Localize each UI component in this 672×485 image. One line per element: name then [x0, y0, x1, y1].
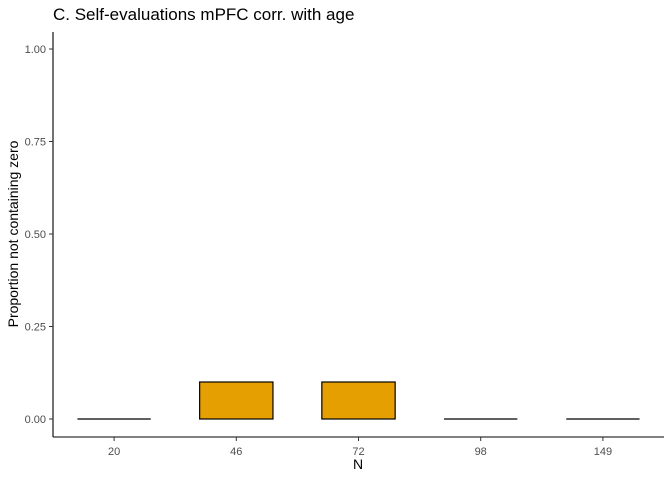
bar-46: [199, 381, 274, 420]
y-ticks: 0.00 0.25 0.50 0.75 1.00: [25, 44, 53, 426]
y-tick-label: 0.25: [25, 322, 46, 334]
x-tick-label: 72: [352, 446, 364, 458]
x-ticks: 20 46 72 98 149: [108, 437, 612, 458]
x-axis-label: N: [353, 456, 363, 472]
y-tick-label: 0.75: [25, 137, 46, 149]
chart-title: C. Self-evaluations mPFC corr. with age: [53, 5, 354, 24]
y-tick-label: 0.50: [25, 229, 46, 241]
y-tick-label: 1.00: [25, 44, 46, 56]
x-tick-label: 98: [475, 446, 487, 458]
y-tick-label: 0.00: [25, 414, 46, 426]
bar-72: [321, 381, 396, 420]
bars-group: [77, 381, 640, 420]
x-tick-label: 20: [108, 446, 120, 458]
x-tick-label: 149: [594, 446, 612, 458]
y-axis-label: Proportion not containing zero: [5, 140, 21, 327]
x-tick-label: 46: [230, 446, 242, 458]
